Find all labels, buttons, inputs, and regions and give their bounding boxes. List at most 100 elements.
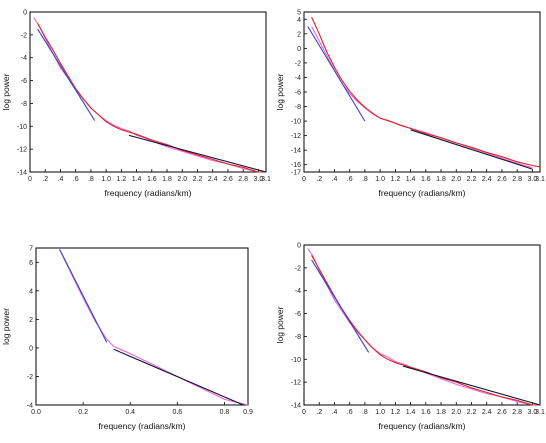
x-tick-label: 0.2 <box>78 409 88 416</box>
y-tick-label: -10 <box>291 357 301 364</box>
x-tick-label: 0.9 <box>243 409 253 416</box>
y-tick-label: 0 <box>23 10 27 17</box>
x-tick-label: .6 <box>347 176 353 183</box>
x-tick-label: 2.4 <box>208 176 218 183</box>
x-tick-label: 3.1 <box>261 176 271 183</box>
y-axis-label: log power <box>1 73 11 110</box>
series-line-red <box>311 255 540 406</box>
x-tick-label: 1.8 <box>436 176 446 183</box>
x-tick-label: 2.4 <box>482 409 492 416</box>
x-tick-label: 1.2 <box>116 176 126 183</box>
y-tick-label: -12 <box>291 380 301 387</box>
x-tick-label: .4 <box>332 409 338 416</box>
x-tick-label: 2.6 <box>497 409 507 416</box>
x-tick-label: .8 <box>88 176 94 183</box>
plot-frame <box>29 11 267 173</box>
y-tick-label: 0 <box>297 46 301 53</box>
y-axis-label: log power <box>1 308 11 345</box>
y-tick-label: -2 <box>295 60 301 67</box>
plot-area <box>303 11 541 173</box>
y-tick-label: -8 <box>295 334 301 341</box>
series-line-pink <box>59 249 249 406</box>
y-tick-label: -4 <box>295 75 301 82</box>
x-tick-label: 0.4 <box>125 409 135 416</box>
x-tick-label: 0.0 <box>31 409 41 416</box>
x-tick-label: 2.6 <box>223 176 233 183</box>
y-tick-labels: 7 6 4 2 0 -2 -4 <box>27 246 33 410</box>
x-tick-label: 0 <box>302 409 306 416</box>
series-line-navy <box>113 348 244 406</box>
x-tick-label: 1.6 <box>147 176 157 183</box>
series-line-pink <box>307 248 540 406</box>
x-tick-label: 2.8 <box>512 409 522 416</box>
x-tick-label: 1.0 <box>101 176 111 183</box>
x-tick-label: 1.8 <box>162 176 172 183</box>
x-tick-label: 1.4 <box>406 176 416 183</box>
x-tick-label: 1.2 <box>390 409 400 416</box>
y-tick-label: 4 <box>29 288 33 295</box>
x-tick-label: 1.2 <box>390 176 400 183</box>
x-tick-label: .4 <box>332 176 338 183</box>
y-tick-label: -8 <box>295 104 301 111</box>
x-tick-label: .8 <box>362 176 368 183</box>
y-tick-label: -14 <box>291 148 301 155</box>
x-tick-label: 1.6 <box>421 176 431 183</box>
y-tick-label: 0 <box>29 345 33 352</box>
x-tick-label: .4 <box>58 176 64 183</box>
x-tick-label: .2 <box>316 176 322 183</box>
y-axis-label: log power <box>275 73 285 110</box>
x-tick-label: 2.0 <box>451 176 461 183</box>
y-tick-label: -2 <box>21 32 27 39</box>
x-axis-label: frequency (radians/km) <box>379 188 466 198</box>
series-line-blue <box>307 26 366 122</box>
x-tick-label: 0.6 <box>172 409 182 416</box>
y-tick-label: -4 <box>295 288 301 295</box>
y-tick-label: -10 <box>291 119 301 126</box>
x-axis-label: frequency (radians/km) <box>99 421 186 431</box>
x-tick-label: 2.8 <box>238 176 248 183</box>
y-tick-label: -14 <box>17 170 27 177</box>
y-tick-label: -4 <box>27 403 33 410</box>
y-tick-label: 0 <box>297 243 301 250</box>
x-tick-label: 1.0 <box>375 409 385 416</box>
x-tick-label: 1.4 <box>406 409 416 416</box>
y-tick-label: 5 <box>297 10 301 17</box>
x-tick-label: 2.0 <box>177 176 187 183</box>
y-tick-label: -12 <box>291 133 301 140</box>
y-tick-label: -17 <box>291 170 301 177</box>
x-axis-label: frequency (radians/km) <box>379 421 466 431</box>
series-line-blue <box>311 259 370 353</box>
x-tick-label: 1.6 <box>421 409 431 416</box>
y-tick-label: -14 <box>291 403 301 410</box>
y-tick-label: -4 <box>21 55 27 62</box>
x-tick-label: .6 <box>347 409 353 416</box>
plot-area <box>35 247 249 406</box>
chart-panel-top-left: 0 .2 .4 .6 .8 1.0 1.2 1.4 1.6 1.8 2.0 2.2 2.4 2.6 2.8 3… <box>1 10 271 199</box>
x-tick-label: 3.0 <box>254 176 264 183</box>
y-axis-label: log power <box>275 306 285 343</box>
x-tick-label: 1.0 <box>375 176 385 183</box>
y-tick-label: -2 <box>27 374 33 381</box>
y-tick-labels: 0 -2 -4 -6 -8 -10 -12 -14 <box>291 243 301 410</box>
chart-panel-bottom-left: 0.0 0.2 0.4 0.6 0.8 0.9 7 6 4 2 0 -2 -4 frequency (… <box>1 246 253 432</box>
y-tick-label: 6 <box>29 260 33 267</box>
x-tick-label: 2.2 <box>193 176 203 183</box>
x-tick-label: 0 <box>28 176 32 183</box>
x-tick-labels: 0 .2 .4 .6 .8 1.0 1.2 1.4 1.6 1.8 2.0 2.2 2.4 2.6 2.8 3… <box>302 409 545 416</box>
series-line-navy <box>410 129 533 170</box>
plot-frame <box>303 11 541 173</box>
y-tick-label: -10 <box>17 124 27 131</box>
y-tick-label: 7 <box>29 246 33 253</box>
chart-panel-top-right: 0 .2 .4 .6 .8 1.0 1.2 1.4 1.6 1.8 2.0 2.2 2.4 2.6 2.8 3… <box>275 10 545 199</box>
y-tick-label: -2 <box>295 265 301 272</box>
plot-area <box>29 11 267 173</box>
x-tick-label: 3.0 <box>528 176 538 183</box>
y-tick-label: -6 <box>295 311 301 318</box>
chart-panel-bottom-right: 0 .2 .4 .6 .8 1.0 1.2 1.4 1.6 1.8 2.0 2.2 2.4 2.6 2.8 3… <box>275 243 545 432</box>
x-tick-label: .2 <box>316 409 322 416</box>
x-tick-label: 3.1 <box>535 409 545 416</box>
plot-area <box>303 244 541 406</box>
x-axis-label: frequency (radians/km) <box>105 188 192 198</box>
y-tick-label: 2 <box>297 31 301 38</box>
y-tick-label: -6 <box>295 90 301 97</box>
